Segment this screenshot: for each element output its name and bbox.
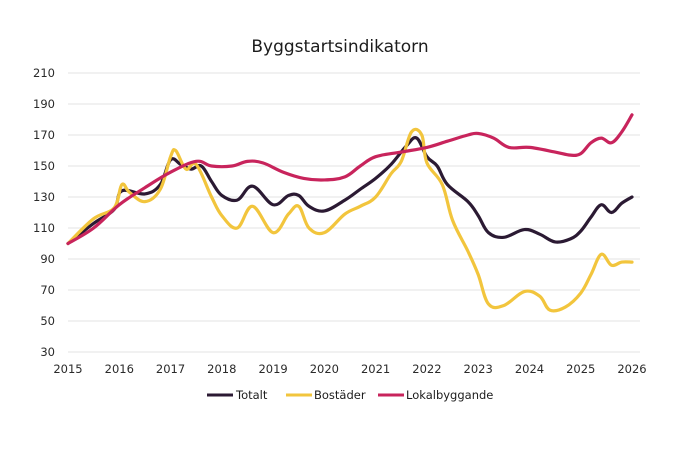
y-tick-label: 170 xyxy=(33,128,55,142)
series-lines xyxy=(66,113,634,313)
legend-label: Lokalbyggande xyxy=(406,388,493,402)
y-tick-label: 130 xyxy=(33,190,55,204)
x-tick-label: 2016 xyxy=(105,362,134,376)
legend-label: Bostäder xyxy=(314,388,366,402)
y-axis-ticks: 210 190 170 150 130 110 90 70 50 30 xyxy=(33,66,55,359)
chart-title: Byggstartsindikatorn xyxy=(251,37,428,57)
x-tick-label: 2023 xyxy=(464,362,493,376)
series-line-bostader xyxy=(66,127,634,313)
gridlines xyxy=(68,72,640,353)
series-line-totalt xyxy=(66,136,634,246)
y-tick-label: 150 xyxy=(33,159,55,173)
legend-label: Totalt xyxy=(235,388,268,402)
y-tick-label: 30 xyxy=(40,345,55,359)
x-axis-ticks: 2015 2016 2017 2018 2019 2020 2021 2022 2023 2024… xyxy=(53,362,646,376)
x-tick-label: 2022 xyxy=(412,362,441,376)
y-tick-label: 50 xyxy=(40,314,55,328)
x-tick-label: 2015 xyxy=(53,362,82,376)
legend-item-totalt: Totalt xyxy=(207,388,268,402)
y-tick-label: 70 xyxy=(40,283,55,297)
y-tick-label: 190 xyxy=(33,97,55,111)
x-tick-label: 2026 xyxy=(617,362,646,376)
x-tick-label: 2021 xyxy=(361,362,390,376)
x-tick-label: 2019 xyxy=(258,362,287,376)
legend: Totalt Bostäder Lokalbyggande xyxy=(207,388,493,402)
x-tick-label: 2020 xyxy=(310,362,339,376)
y-tick-label: 210 xyxy=(33,66,55,80)
legend-item-bostader: Bostäder xyxy=(286,388,366,402)
legend-item-lokalbyggande: Lokalbyggande xyxy=(378,388,493,402)
x-tick-label: 2025 xyxy=(566,362,595,376)
x-tick-label: 2017 xyxy=(156,362,185,376)
x-tick-label: 2018 xyxy=(207,362,236,376)
y-tick-label: 110 xyxy=(33,221,55,235)
x-tick-label: 2024 xyxy=(515,362,544,376)
series-line-lokalbyggande xyxy=(66,113,634,246)
y-tick-label: 90 xyxy=(40,252,55,266)
